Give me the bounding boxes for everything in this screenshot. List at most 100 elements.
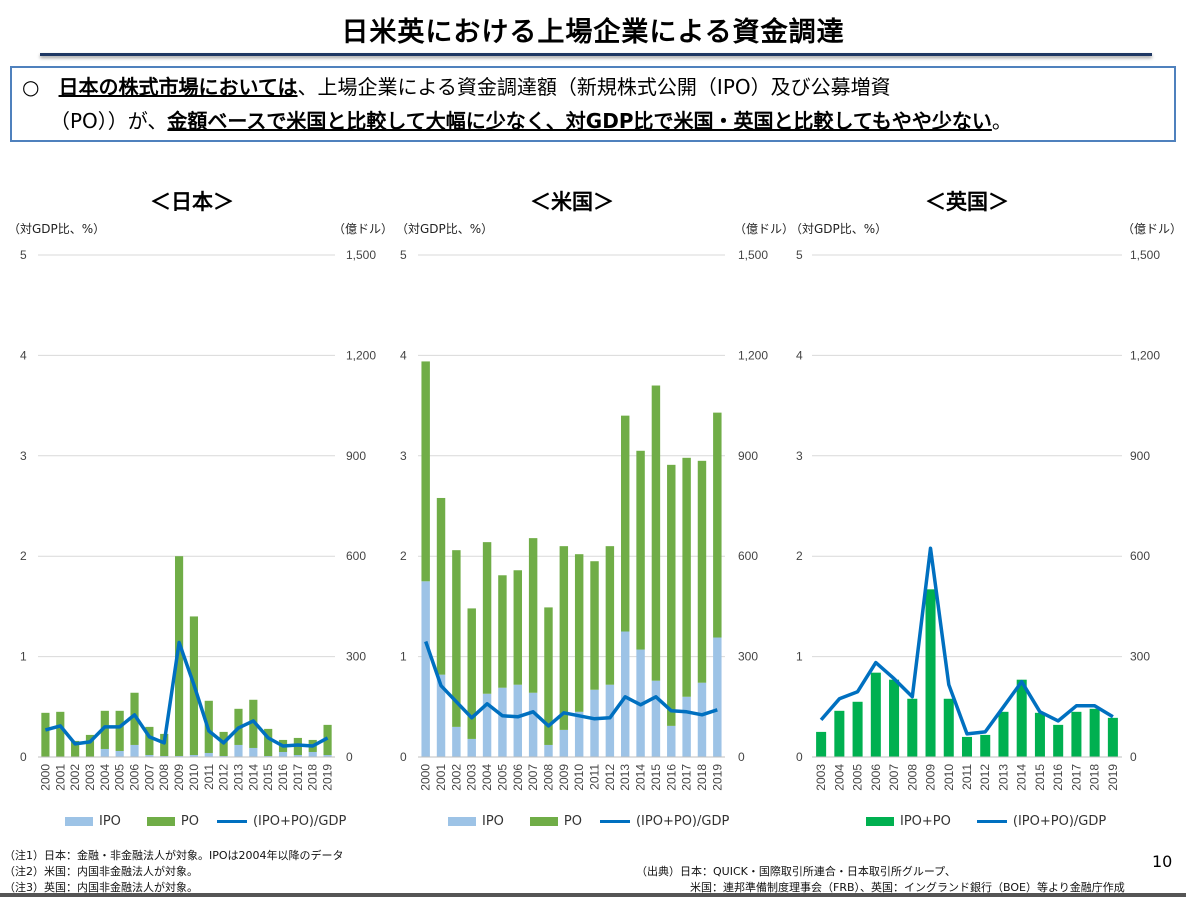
summary-text-3: 。 <box>991 109 1012 133</box>
bar-po-2003 <box>467 608 476 739</box>
left-tick-label: 5 <box>400 248 407 262</box>
x-tick-label: 2010 <box>187 764 201 791</box>
legend-swatch-ipo <box>448 817 476 826</box>
bar-ipopo-2004 <box>834 710 845 757</box>
bar-ipo-2009 <box>559 729 569 757</box>
bar-po-2008 <box>160 733 169 756</box>
right-tick-label: 1,500 <box>738 248 768 262</box>
bar-ipo-2018 <box>308 751 317 757</box>
bar-ipo-2007 <box>145 754 154 757</box>
x-tick-label: 2005 <box>113 764 127 791</box>
bar-ipopo-2011 <box>961 736 973 757</box>
bar-ipo-2013 <box>234 744 243 757</box>
bar-ipo-2016 <box>667 725 676 757</box>
bar-ipo-2010 <box>574 711 584 757</box>
x-tick-label: 2000 <box>419 764 433 791</box>
bar-po-2009 <box>559 546 569 730</box>
x-tick-label: 2015 <box>261 764 275 791</box>
bar-ipopo-2019 <box>1107 717 1118 757</box>
line-series-gdp-ratio <box>44 640 329 748</box>
bar-ipo-2012 <box>219 755 228 757</box>
summary-line-2: （PO））が、金額ベースで米国と比較して大幅に少なく、対GDP比で米国・英国と比… <box>22 104 1174 138</box>
left-tick-label: 3 <box>796 449 803 463</box>
bar-po-2005 <box>115 710 124 751</box>
left-axis-unit-uk: （対GDP比、%） <box>790 222 888 236</box>
right-tick-label: 0 <box>346 750 353 764</box>
bar-ipopo-2010 <box>943 698 954 757</box>
legend-label-ratio: (IPO+PO)/GDP <box>252 814 347 829</box>
right-tick-label: 600 <box>346 549 366 563</box>
note-3: （注3）英国：内国非金融法人が対象。 <box>4 881 198 894</box>
left-axis-unit-japan: （対GDP比、%） <box>8 222 106 236</box>
bar-po-2015 <box>651 385 661 681</box>
bar-ipo-2011 <box>590 689 599 757</box>
bar-ipo-2011 <box>204 752 213 757</box>
x-tick-label: 2014 <box>1015 764 1029 791</box>
x-tick-label: 2004 <box>480 764 494 791</box>
left-tick-label: 5 <box>20 248 27 262</box>
x-tick-label: 2008 <box>541 764 555 791</box>
bar-po-2006 <box>130 692 139 745</box>
chart-title-japan: ＜日本＞ <box>150 190 234 214</box>
bar-ipo-2004 <box>100 748 109 757</box>
bar-ipopo-2009 <box>925 589 936 757</box>
summary-emphasis-2: 金額ベースで米国と比較して大幅に少なく、対GDP比で米国・英国と比較してもやや少… <box>167 109 992 133</box>
x-tick-label: 2001 <box>53 764 67 791</box>
x-tick-label: 2007 <box>526 764 540 791</box>
x-tick-label: 2007 <box>142 764 156 791</box>
x-tick-label: 2009 <box>172 764 186 791</box>
x-tick-label: 2003 <box>814 764 828 791</box>
left-tick-label: 1 <box>796 650 803 664</box>
bar-po-2008 <box>544 607 553 745</box>
x-tick-label: 2015 <box>1033 764 1047 791</box>
legend-uk: IPO+PO (IPO+PO)/GDP <box>866 814 1106 829</box>
right-tick-label: 300 <box>738 650 758 664</box>
bottom-divider <box>0 893 1186 897</box>
bar-ipo-2017 <box>293 754 302 757</box>
x-tick-label: 2018 <box>1088 764 1102 791</box>
x-tick-label: 2014 <box>246 764 260 791</box>
left-tick-label: 2 <box>796 549 803 563</box>
bar-po-2011 <box>590 561 599 690</box>
x-tick-label: 2010 <box>942 764 956 791</box>
left-tick-label: 0 <box>20 750 27 764</box>
bar-ipo-2015 <box>651 680 661 757</box>
bar-ipo-2005 <box>115 750 124 757</box>
legend-swatch-po <box>529 817 558 826</box>
x-tick-label: 2016 <box>664 764 678 791</box>
x-tick-label: 2001 <box>434 764 448 791</box>
left-tick-label: 1 <box>20 650 27 664</box>
bar-ipo-2002 <box>452 726 461 757</box>
legend-label-ratio: (IPO+PO)/GDP <box>635 814 730 829</box>
left-tick-label: 2 <box>20 549 27 563</box>
x-tick-label: 2012 <box>217 764 231 791</box>
bar-po-2019 <box>323 724 332 755</box>
x-tick-label: 2005 <box>495 764 509 791</box>
x-tick-label: 2019 <box>710 764 724 791</box>
x-tick-label: 2011 <box>960 764 974 790</box>
bar-ipopo-2005 <box>852 701 863 757</box>
right-tick-label: 900 <box>346 449 366 463</box>
bar-po-2004 <box>482 542 492 694</box>
right-tick-label: 1,200 <box>1130 348 1160 362</box>
slide-title: 日米英における上場企業による資金調達 <box>341 17 845 48</box>
note-2: （注2）米国：内国非金融法人が対象。 <box>4 865 198 878</box>
right-tick-label: 900 <box>1130 449 1150 463</box>
x-tick-label: 2016 <box>1051 764 1065 791</box>
bullet-icon: ○ <box>22 75 40 99</box>
bar-po-2002 <box>71 740 80 757</box>
bar-ipopo-2007 <box>889 679 900 757</box>
left-tick-label: 3 <box>20 449 27 463</box>
bar-po-2015 <box>264 728 273 756</box>
bar-po-2007 <box>528 538 538 693</box>
left-tick-label: 3 <box>400 449 407 463</box>
bar-po-2007 <box>145 726 154 755</box>
x-tick-label: 2005 <box>851 764 865 791</box>
bar-po-2012 <box>605 546 615 685</box>
x-tick-label: 2017 <box>1069 764 1083 791</box>
x-tick-label: 2008 <box>157 764 171 791</box>
x-tick-label: 2006 <box>869 764 883 791</box>
legend-swatch-line <box>216 820 247 823</box>
left-axis-unit-us: （対GDP比、%） <box>396 222 494 236</box>
left-tick-label: 0 <box>400 750 407 764</box>
